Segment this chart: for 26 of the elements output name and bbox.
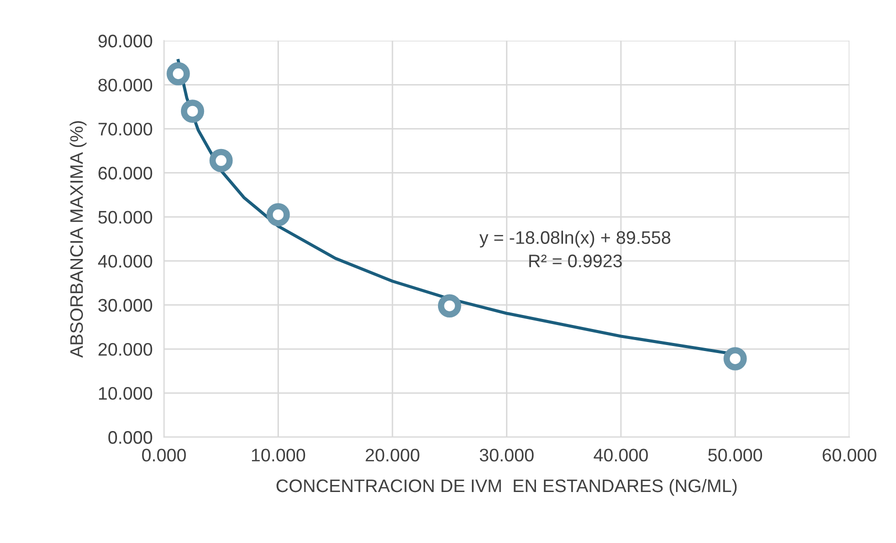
x-tick-label: 10.000 xyxy=(252,448,306,462)
point xyxy=(180,100,204,123)
x-tick-label: 50.000 xyxy=(708,448,762,462)
y-tick-label: 30.000 xyxy=(98,298,152,312)
y-tick-label: 40.000 xyxy=(98,254,152,268)
x-axis-title: CONCENTRACION DE IVM EN ESTANDARES (NG/ML) xyxy=(276,478,737,496)
y-tick-label: 10.000 xyxy=(99,387,152,400)
point xyxy=(266,203,290,226)
y-axis-title: ABSORBANCIA MAXIMA (%) xyxy=(70,121,87,358)
x-tick-label: 20.000 xyxy=(366,448,420,462)
point xyxy=(166,62,190,86)
y-tick-label: 50.000 xyxy=(98,210,152,224)
x-tick-label: 60.000 xyxy=(822,448,876,462)
annotation: y = -18.08ln(x) + 89.558 R² = 0.9923 xyxy=(479,230,670,268)
point xyxy=(438,294,462,318)
point xyxy=(724,347,747,370)
y-tick-label: 0.000 xyxy=(108,431,152,444)
y-tick-label: 70.000 xyxy=(98,122,152,136)
x-tick-label: 30.000 xyxy=(480,448,534,462)
x-tick-label: 40.000 xyxy=(594,448,648,462)
x-tick-label: 0.000 xyxy=(142,448,186,462)
y-tick-label: 20.000 xyxy=(98,342,152,356)
y-tick-label: 80.000 xyxy=(98,78,152,92)
y-tick-label: 90.000 xyxy=(98,34,152,48)
point xyxy=(209,148,233,172)
y-tick-label: 60.000 xyxy=(98,166,152,180)
